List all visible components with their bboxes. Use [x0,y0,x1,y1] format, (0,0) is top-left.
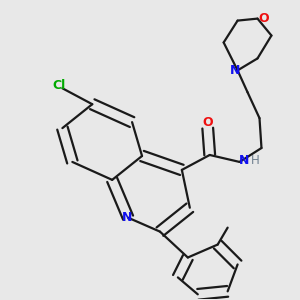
Text: N: N [122,211,132,224]
Text: O: O [202,116,213,129]
Text: N: N [230,64,240,77]
Text: H: H [251,154,260,167]
Text: O: O [259,12,269,25]
Text: Cl: Cl [53,79,66,92]
Text: N: N [239,154,249,167]
